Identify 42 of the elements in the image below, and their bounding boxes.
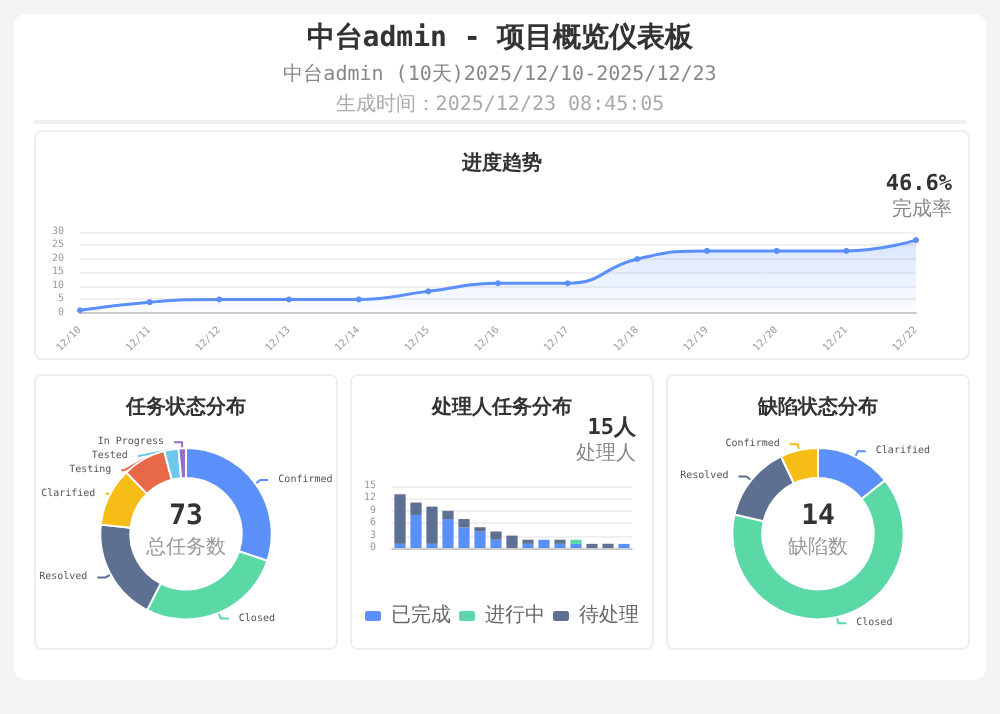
bar <box>442 510 454 520</box>
text: 缺陷数 <box>788 535 848 559</box>
legend-label: 已完成 <box>391 603 451 627</box>
point <box>564 280 571 287</box>
bar <box>538 539 550 548</box>
bar <box>410 502 422 515</box>
text: 总任务数 <box>144 535 226 559</box>
bar <box>442 519 454 548</box>
text: 完成率 <box>892 197 952 221</box>
text: 14 <box>801 500 835 532</box>
legend-label: 进行中 <box>485 603 545 627</box>
bar <box>474 531 486 548</box>
point <box>216 296 223 303</box>
point <box>843 247 850 254</box>
bar <box>458 527 470 548</box>
point <box>634 255 641 262</box>
point <box>77 307 83 314</box>
point <box>773 247 780 254</box>
chart-title: 缺陷状态分布 <box>756 395 878 419</box>
chart-title: 任务状态分布 <box>124 395 246 419</box>
point <box>146 299 153 306</box>
bar <box>410 514 422 548</box>
point <box>425 288 432 295</box>
bar <box>458 519 470 528</box>
bar <box>394 494 406 544</box>
text: 73 <box>169 500 203 532</box>
bar <box>490 539 502 548</box>
point <box>355 296 362 303</box>
point <box>286 296 292 303</box>
text: 生成时间：2025/12/23 08:45:05 <box>333 91 667 118</box>
chart-title: 进度趋势 <box>460 151 542 175</box>
bar <box>426 506 438 544</box>
bar <box>506 535 518 548</box>
text: 46.6% <box>885 170 953 196</box>
text: 处理人 <box>576 441 636 465</box>
bar <box>490 531 502 540</box>
text: 中台admin (10天)2025/12/10-2025/12/23 <box>281 61 719 88</box>
point <box>704 247 710 254</box>
text: 中台admin - 项目概览仪表板 <box>304 20 696 56</box>
chart-title: 处理人任务分布 <box>430 395 572 419</box>
legend-label: 待处理 <box>579 603 639 627</box>
text: 15人 <box>587 414 638 440</box>
